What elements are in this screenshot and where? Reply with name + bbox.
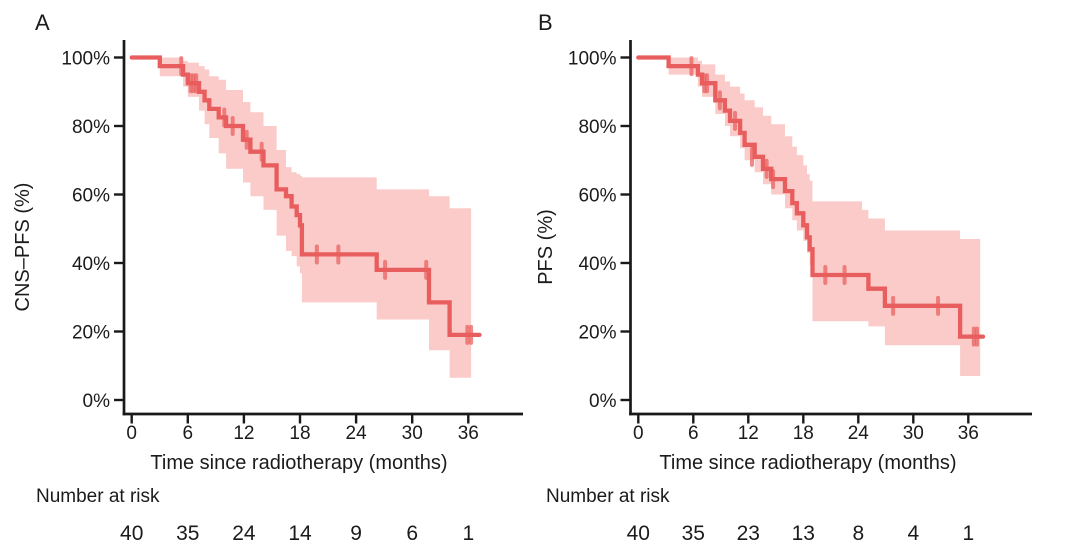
panel-b-risk-count: 40 bbox=[627, 522, 650, 545]
panel-b-risk-count: 23 bbox=[737, 522, 760, 545]
panel-a-risk-count: 1 bbox=[462, 522, 474, 545]
panel-b-y-tick-label: 40% bbox=[578, 254, 616, 275]
panel-a-label: A bbox=[35, 10, 50, 35]
panel-a-x-tick-label: 6 bbox=[183, 423, 194, 444]
panel-b-x-tick-label: 30 bbox=[903, 423, 924, 444]
panel-a-y-tick-label: 80% bbox=[72, 117, 110, 138]
panel-b-x-tick-label: 6 bbox=[688, 423, 699, 444]
panel-a-risk-count: 9 bbox=[350, 522, 362, 545]
panel-b-risk-count: 4 bbox=[907, 522, 919, 545]
panel-a-x-tick-label: 0 bbox=[126, 423, 137, 444]
panel-b-y-tick-label: 60% bbox=[578, 186, 616, 207]
panel-a-x-tick-label: 24 bbox=[346, 423, 368, 444]
panel-b-x-tick-label: 0 bbox=[633, 423, 644, 444]
panel-a-risk-count: 35 bbox=[176, 522, 199, 545]
panel-b-x-axis-title: Time since radiotherapy (months) bbox=[659, 452, 957, 474]
panel-b-risk-count: 35 bbox=[682, 522, 705, 545]
panel-b-number-at-risk-label: Number at risk bbox=[546, 486, 670, 507]
panel-a-risk-count: 24 bbox=[232, 522, 256, 545]
panel-a-confidence-band bbox=[159, 57, 472, 378]
panel-b-risk-count: 13 bbox=[792, 522, 815, 545]
panel-a-y-tick-label: 100% bbox=[61, 49, 110, 70]
panel-b-y-axis-title: PFS (%) bbox=[535, 209, 557, 285]
panel-b-confidence-band bbox=[668, 57, 981, 376]
panel-a-risk-count: 14 bbox=[288, 522, 312, 545]
panel-a-x-tick-label: 36 bbox=[458, 423, 479, 444]
panel-a-x-tick-label: 12 bbox=[233, 423, 254, 444]
panel-a-risk-count: 40 bbox=[120, 522, 143, 545]
panel-a-y-tick-label: 0% bbox=[83, 391, 111, 412]
panel-a-number-at-risk-label: Number at risk bbox=[36, 486, 160, 507]
panel-a-y-axis-title: CNS–PFS (%) bbox=[12, 182, 34, 312]
panel-a-x-axis-title: Time since radiotherapy (months) bbox=[150, 452, 448, 474]
panel-a-risk-count: 6 bbox=[406, 522, 418, 545]
panel-b-label: B bbox=[538, 10, 553, 35]
panel-b-y-tick-label: 20% bbox=[578, 323, 616, 344]
panel-b-x-tick-label: 36 bbox=[958, 423, 979, 444]
panel-b-x-tick-label: 24 bbox=[848, 423, 870, 444]
panel-a-y-tick-label: 20% bbox=[72, 323, 110, 344]
panel-b-risk-count: 1 bbox=[962, 522, 974, 545]
panel-a-x-tick-label: 30 bbox=[402, 423, 423, 444]
panel-b-x-tick-label: 18 bbox=[793, 423, 814, 444]
panel-b-y-tick-label: 100% bbox=[568, 49, 617, 70]
panel-b-risk-count: 8 bbox=[852, 522, 864, 545]
panel-b-y-tick-label: 80% bbox=[578, 117, 616, 138]
panel-b-y-tick-label: 0% bbox=[589, 391, 617, 412]
panel-b-x-tick-label: 12 bbox=[738, 423, 759, 444]
panel-a-y-tick-label: 40% bbox=[72, 254, 110, 275]
panel-a-y-tick-label: 60% bbox=[72, 186, 110, 207]
panel-a-x-tick-label: 18 bbox=[289, 423, 310, 444]
